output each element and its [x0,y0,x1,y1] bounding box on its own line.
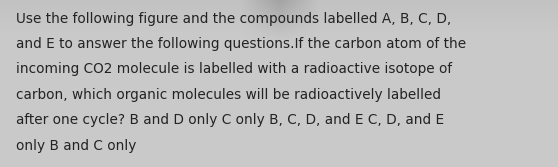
Text: incoming CO2 molecule is labelled with a radioactive isotope of: incoming CO2 molecule is labelled with a… [16,62,452,76]
Text: Use the following figure and the compounds labelled A, B, C, D,: Use the following figure and the compoun… [16,12,451,26]
Text: and E to answer the following questions.If the carbon atom of the: and E to answer the following questions.… [16,37,466,51]
Text: only B and C only: only B and C only [16,139,136,153]
Text: after one cycle? B and D only C only B, C, D, and E C, D, and E: after one cycle? B and D only C only B, … [16,113,444,127]
Text: carbon, which organic molecules will be radioactively labelled: carbon, which organic molecules will be … [16,88,441,102]
